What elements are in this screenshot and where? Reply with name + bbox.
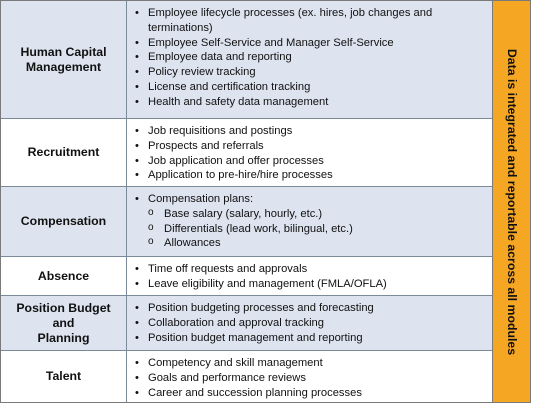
module-name: Absence xyxy=(1,257,126,295)
module-row-absence: Absence Time off requests and approvals … xyxy=(1,257,492,296)
feature-item: Job application and offer processes xyxy=(135,154,488,169)
module-name-line: Human Capital xyxy=(20,44,107,59)
feature-item: Job requisitions and postings xyxy=(135,124,488,139)
module-row-talent: Talent Competency and skill management G… xyxy=(1,351,492,402)
feature-item: Position budgeting processes and forecas… xyxy=(135,301,488,316)
feature-item: Employee lifecycle processes (ex. hires,… xyxy=(135,6,488,21)
module-name-line: Management xyxy=(25,59,102,74)
feature-item: Prospects and referrals xyxy=(135,139,488,154)
feature-subitem: Differentials (lead work, bilingual, etc… xyxy=(135,221,488,237)
module-name: Recruitment xyxy=(1,119,126,186)
module-name-line: Planning xyxy=(37,330,90,345)
integration-sidebar: Data is integrated and reportable across… xyxy=(492,1,530,402)
module-name-line: Absence xyxy=(37,268,90,283)
module-name-line: Talent xyxy=(45,369,82,383)
feature-item: Policy review tracking xyxy=(135,65,488,80)
feature-item: Application to pre-hire/hire processes xyxy=(135,168,488,183)
module-row-compensation: Compensation Compensation plans: Base sa… xyxy=(1,187,492,257)
feature-item: Goals and performance reviews xyxy=(135,371,488,386)
module-name: Talent xyxy=(1,351,126,402)
feature-item: Employee Self-Service and Manager Self-S… xyxy=(135,36,488,51)
feature-subitem: Allowances xyxy=(135,235,488,251)
feature-item: Position budget management and reporting xyxy=(135,331,488,346)
module-name: Compensation xyxy=(1,187,126,256)
feature-item: License and certification tracking xyxy=(135,80,488,95)
feature-item: Compensation plans: xyxy=(135,192,488,207)
integration-note: Data is integrated and reportable across… xyxy=(504,48,519,355)
feature-subitem: Base salary (salary, hourly, etc.) xyxy=(135,206,488,222)
module-name-line: Compensation xyxy=(20,214,107,228)
feature-item: Health and safety data management xyxy=(135,95,488,110)
feature-item-continued: terminations) xyxy=(148,21,213,34)
feature-item: Competency and skill management xyxy=(135,356,488,371)
module-features: Position budgeting processes and forecas… xyxy=(126,296,492,350)
module-features: Employee lifecycle processes (ex. hires,… xyxy=(126,1,492,118)
feature-item: Leave eligibility and management (FMLA/O… xyxy=(135,277,488,292)
module-name-line: Position Budget and xyxy=(16,300,111,330)
feature-item: Career and succession planning processes xyxy=(135,386,488,401)
module-features: Compensation plans: Base salary (salary,… xyxy=(126,187,492,256)
module-row-recruitment: Recruitment Job requisitions and posting… xyxy=(1,119,492,187)
feature-item: Employee data and reporting xyxy=(135,50,488,65)
module-name: Position Budget and Planning xyxy=(1,296,126,350)
module-features: Job requisitions and postings Prospects … xyxy=(126,119,492,186)
module-features: Competency and skill management Goals an… xyxy=(126,351,492,402)
module-name-line: Recruitment xyxy=(27,145,100,159)
feature-item: Time off requests and approvals xyxy=(135,262,488,277)
module-features: Time off requests and approvals Leave el… xyxy=(126,257,492,295)
feature-item: Collaboration and approval tracking xyxy=(135,316,488,331)
module-name: Human Capital Management xyxy=(1,1,126,118)
